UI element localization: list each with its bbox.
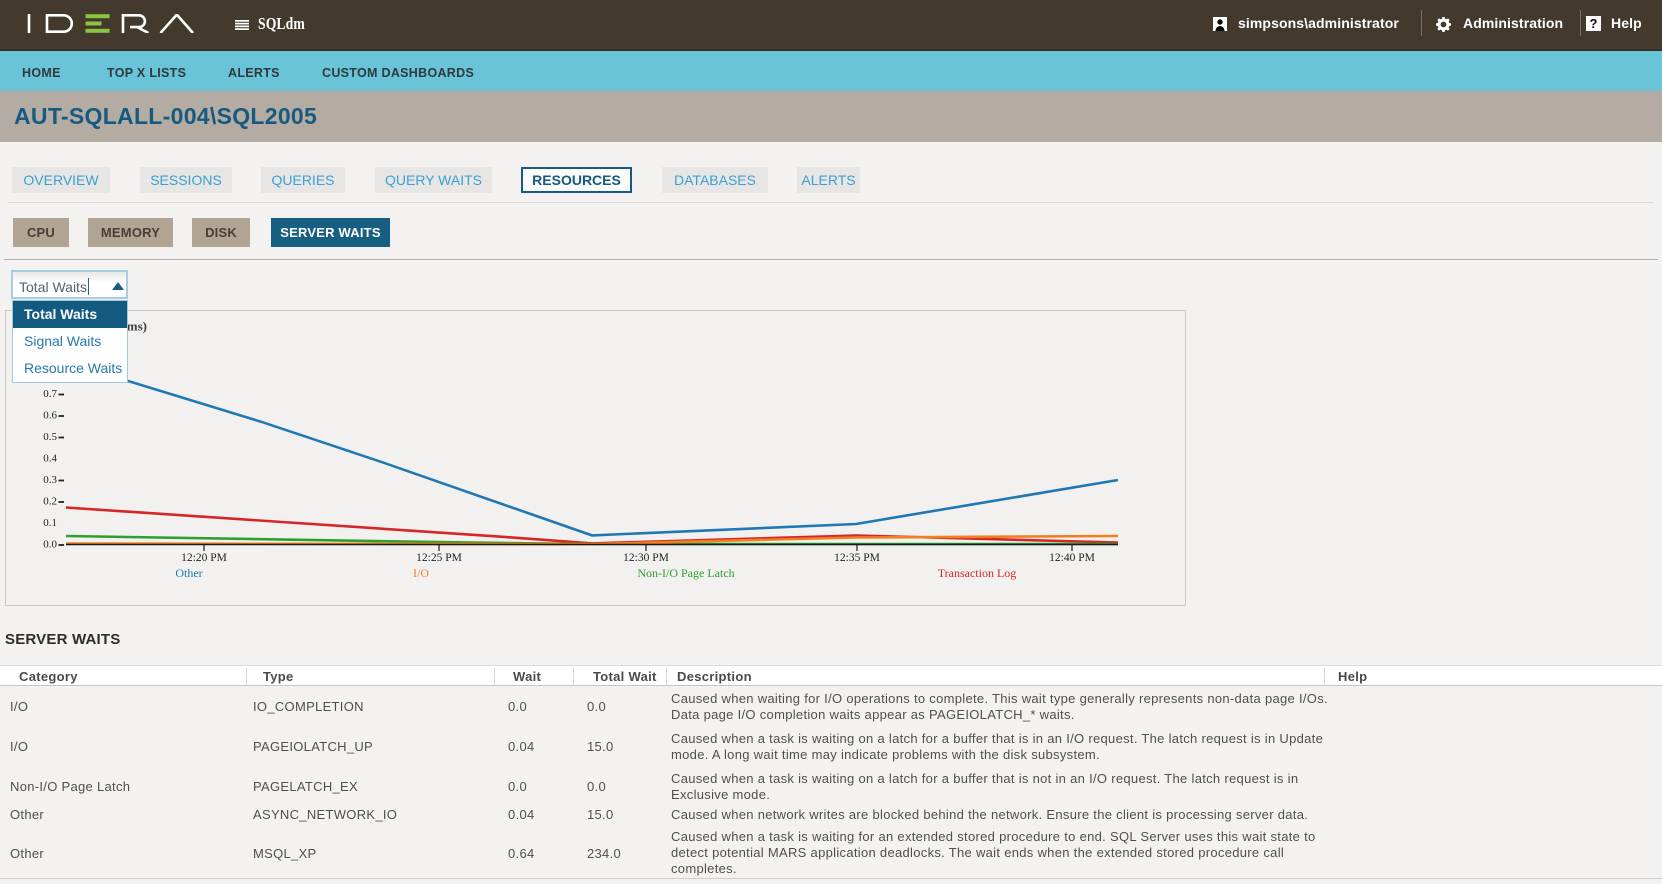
svg-text:0.6: 0.6 bbox=[43, 410, 57, 422]
svg-text:0.4: 0.4 bbox=[43, 453, 57, 465]
svg-text:0.1: 0.1 bbox=[43, 517, 57, 529]
svg-text:Non-I/O Page Latch: Non-I/O Page Latch bbox=[637, 566, 734, 580]
svg-text:0.7: 0.7 bbox=[43, 388, 57, 400]
svg-text:?: ? bbox=[1590, 16, 1598, 31]
svg-text:0.2: 0.2 bbox=[43, 496, 57, 508]
svg-text:I/O: I/O bbox=[413, 566, 429, 580]
svg-text:0.3: 0.3 bbox=[43, 474, 57, 486]
svg-text:0.0: 0.0 bbox=[43, 539, 57, 551]
svg-text:12:30 PM: 12:30 PM bbox=[623, 552, 669, 564]
svg-text:12:25 PM: 12:25 PM bbox=[416, 552, 462, 564]
svg-text:12:35 PM: 12:35 PM bbox=[834, 552, 880, 564]
svg-text:Other: Other bbox=[175, 566, 202, 580]
svg-text:12:20 PM: 12:20 PM bbox=[181, 552, 227, 564]
svg-text:Transaction Log: Transaction Log bbox=[938, 566, 1017, 580]
svg-text:12:40 PM: 12:40 PM bbox=[1049, 552, 1095, 564]
svg-text:0.5: 0.5 bbox=[43, 431, 57, 443]
